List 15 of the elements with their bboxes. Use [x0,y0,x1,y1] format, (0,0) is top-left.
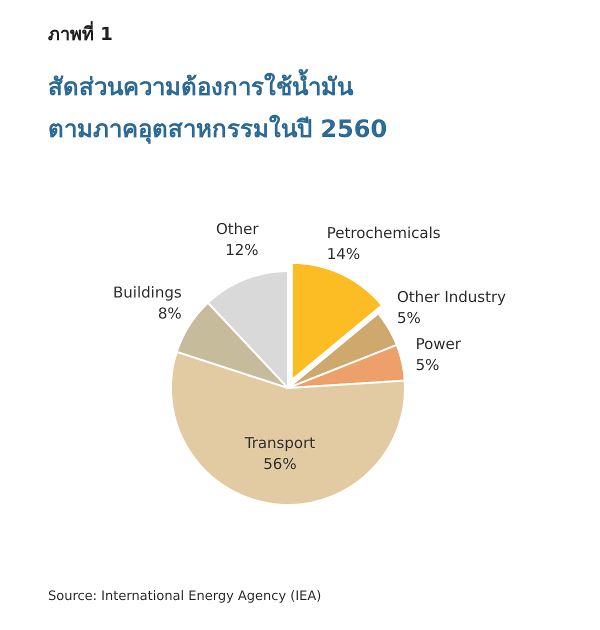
source-note: Source: International Energy Agency (IEA) [48,589,322,604]
text: ภาพที่ 1 [48,21,113,45]
slice-label: Transport [244,434,316,452]
data-label: 14% [326,244,360,263]
data-label: 8% [158,304,182,322]
data-label: 56% [263,454,297,473]
data-label: 12% [225,240,259,259]
slice-label: Petrochemicals [326,224,441,242]
slice-label: Power [416,334,462,353]
slice-label: Buildings [113,283,182,302]
data-label: 5% [416,356,440,374]
chart-title: สัดส่วนความต้องการใช้น้ำมัน ตามภาคอุตสาหกรรมในปี 2560 [48,68,388,145]
slice-label: Other [216,220,260,238]
data-label: 5% [396,308,421,327]
slice-label: Other Industry [396,288,506,306]
